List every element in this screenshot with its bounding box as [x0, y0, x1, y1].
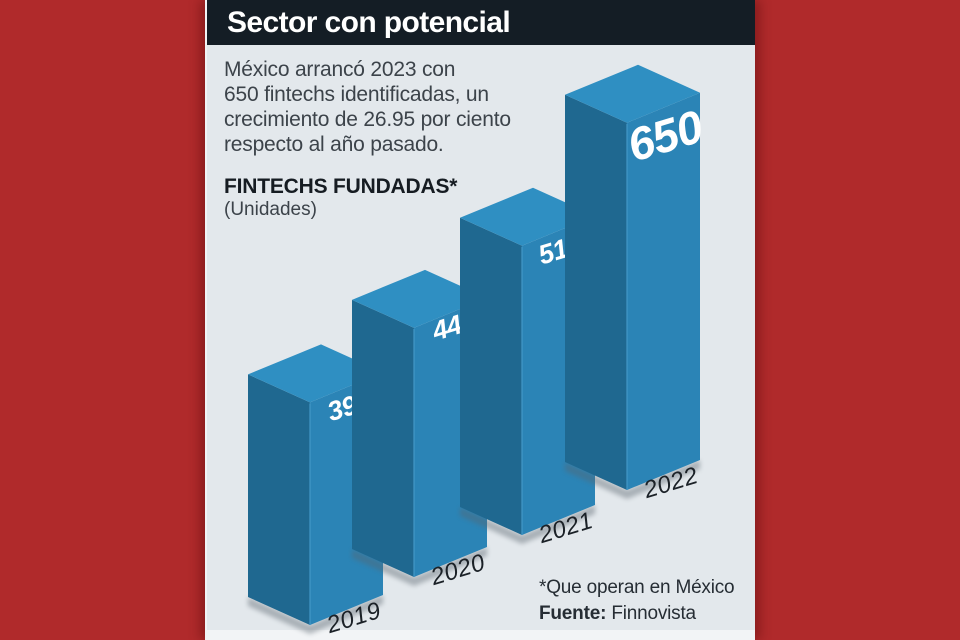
chart-title: FINTECHS FUNDADAS* [224, 175, 458, 198]
bar-left-face [565, 94, 627, 490]
bar-shadow [352, 547, 487, 586]
footnote: *Que operan en México [539, 577, 735, 598]
intro-text: México arrancó 2023 con 650 fintechs ide… [224, 57, 511, 157]
intro-line: 650 fintechs identificadas, un [224, 83, 489, 106]
page-title: Sector con potencial [227, 5, 511, 39]
intro-line: crecimiento de 26.95 por ciento [224, 108, 511, 131]
bar-top-face [460, 187, 595, 246]
bar-right-face [627, 92, 700, 490]
bar-left-face [352, 299, 414, 577]
source-value: Finnovista [611, 603, 696, 624]
bar-left-face [248, 374, 310, 625]
bar-shadow [248, 595, 383, 634]
intro-line: respecto al año pasado. [224, 133, 444, 156]
bar-shadow [565, 460, 700, 499]
chart-units-label: (Unidades) [224, 199, 317, 220]
source-line: Fuente: Finnovista [539, 601, 734, 627]
chart-footer: *Que operan en México Fuente: Finnovista [539, 575, 735, 627]
bar-top-face [565, 64, 700, 123]
bar-top-face [352, 269, 487, 328]
bar-left-face [460, 217, 522, 535]
panel-bottom-strip [207, 630, 755, 640]
bar-top-face [248, 344, 383, 403]
intro-line: México arrancó 2023 con [224, 58, 456, 81]
bar-shadow [460, 505, 595, 544]
header-bar: Sector con potencial [207, 0, 755, 45]
source-label: Fuente: [539, 603, 607, 624]
